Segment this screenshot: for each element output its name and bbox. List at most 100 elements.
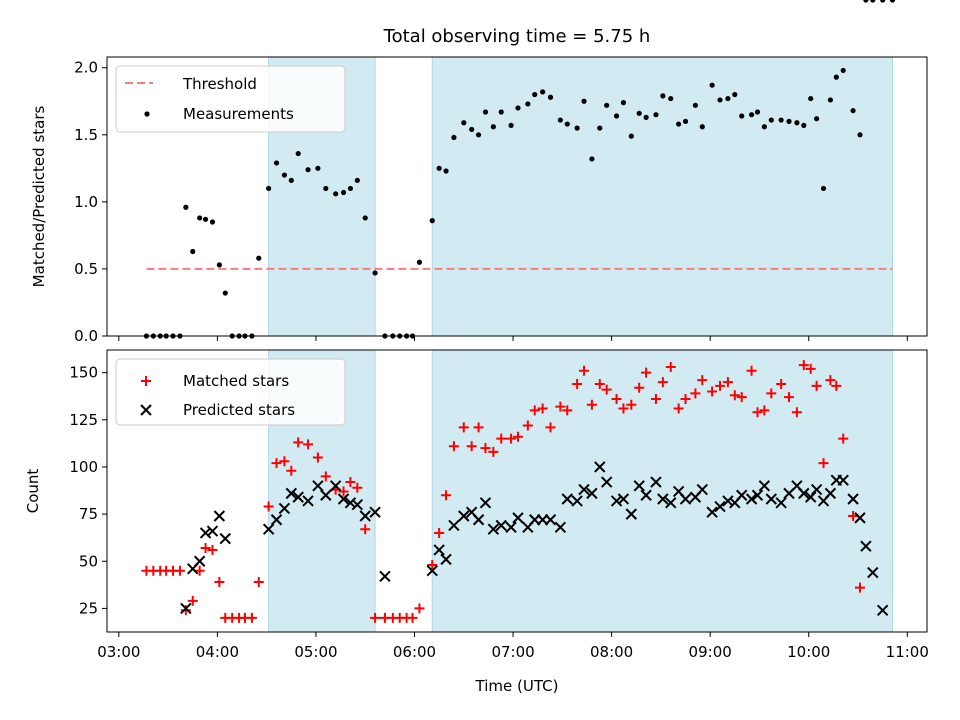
measurement-point [490, 124, 496, 130]
matched-star-point [187, 595, 198, 606]
predicted-star-point [765, 493, 777, 505]
x-tick-label: 05:00 [294, 643, 337, 661]
measurement-point [347, 185, 354, 192]
matched-star-point [434, 527, 445, 538]
shaded-interval-1 [432, 57, 893, 336]
predicted-star-point [302, 495, 314, 507]
legend-predicted-label: Predicted stars [183, 401, 295, 419]
matched-star-point [345, 477, 356, 488]
matched-star-point [848, 510, 859, 521]
matched-star-point [831, 380, 842, 391]
measurement-point [814, 116, 820, 122]
predicted-star-point [320, 489, 332, 501]
predicted-star-point [810, 483, 823, 496]
x-tick-label: 07:00 [491, 643, 534, 661]
predicted-star-point [594, 461, 606, 473]
measurement-point [197, 215, 203, 221]
legend-matched-swatch [141, 376, 151, 386]
measurement-point [889, 0, 896, 3]
measurement-point [323, 185, 329, 192]
predicted-star-point [219, 532, 231, 545]
y-tick-label: 150 [69, 364, 98, 382]
predicted-star-point [751, 489, 764, 501]
predicted-star-point [193, 555, 206, 567]
y-tick-label: 50 [79, 552, 98, 570]
predicted-star-point [633, 480, 645, 492]
y-axis-label: Count [24, 469, 42, 514]
predicted-star-point [312, 480, 324, 492]
y-tick-label: 2.0 [74, 59, 98, 77]
measurement-point [778, 117, 784, 123]
predicted-star-point [359, 510, 371, 522]
measurement-point [429, 218, 435, 224]
x-tick-label: 04:00 [196, 643, 239, 661]
matched-star-point [641, 367, 652, 378]
matched-star-point [246, 612, 257, 623]
legend: Threshold Measurements [115, 65, 346, 133]
x-tick-label: 03:00 [97, 643, 140, 661]
measurement-point [857, 132, 863, 138]
predicted-star-point [337, 493, 350, 505]
predicted-star-point [824, 487, 837, 500]
measurement-point [362, 215, 368, 221]
matched-star-point [312, 452, 323, 463]
predicted-star-point [426, 564, 438, 577]
matched-star-point [776, 378, 787, 389]
measurement-point [532, 91, 538, 98]
matched-star-point [174, 565, 185, 576]
predicted-star-point [262, 523, 275, 535]
matched-star-point [650, 394, 661, 405]
matched-star-point [759, 405, 770, 416]
predicted-star-point [278, 502, 291, 515]
matched-star-point [512, 431, 523, 442]
matched-star-point [657, 377, 668, 388]
measurement-point [475, 132, 482, 138]
matched-star-point [805, 363, 816, 374]
measurement-point [761, 124, 767, 130]
matched-star-point [352, 482, 363, 493]
y-tick-label: 1.0 [74, 193, 98, 211]
predicted-star-point [867, 566, 879, 579]
predicted-star-point [440, 553, 452, 566]
measurement-point [183, 204, 189, 210]
predicted-star-point [714, 500, 726, 513]
matched-star-point [214, 577, 225, 588]
measurement-point [833, 74, 839, 80]
measurement-point [190, 248, 196, 255]
top-panel-ratio: 0.0 0.5 1.0 1.5 2.0 Matched/Predicted stars Th… [30, 0, 928, 345]
predicted-star-point [270, 514, 283, 526]
predicted-star-point [847, 493, 859, 505]
legend-measurement-label: Measurements [183, 105, 294, 123]
predicted-star-point [722, 495, 734, 507]
matched-star-point [838, 433, 849, 444]
measurement-point [498, 109, 504, 115]
matched-star-point [370, 612, 381, 623]
x-tick-label: 09:00 [689, 643, 732, 661]
x-tick-label: 11:00 [886, 643, 929, 661]
matched-star-point [766, 388, 777, 399]
predicted-star-point [369, 506, 381, 518]
predicted-star-point [571, 495, 583, 507]
matched-star-point [458, 422, 469, 433]
matched-star-point [522, 420, 533, 431]
measurement-point [281, 172, 288, 178]
predicted-star-point [433, 544, 445, 556]
matched-star-point [545, 422, 556, 433]
predicted-star-point [379, 570, 391, 583]
legend-measurement-swatch [144, 111, 150, 117]
predicted-star-point [458, 510, 470, 522]
measurement-point [288, 177, 294, 184]
predicted-star-point [745, 493, 758, 505]
measurement-point [469, 126, 475, 133]
matched-star-point [626, 399, 637, 410]
matched-star-point [811, 380, 822, 391]
measurement-point [482, 109, 489, 115]
matched-star-point [579, 365, 590, 376]
measurement-point [748, 112, 755, 118]
measurement-point [754, 109, 761, 115]
legend-box [115, 65, 346, 133]
predicted-star-point [487, 523, 500, 535]
matched-star-point [271, 458, 282, 469]
predicted-star-point [448, 519, 460, 532]
predicted-star-point [199, 527, 212, 539]
